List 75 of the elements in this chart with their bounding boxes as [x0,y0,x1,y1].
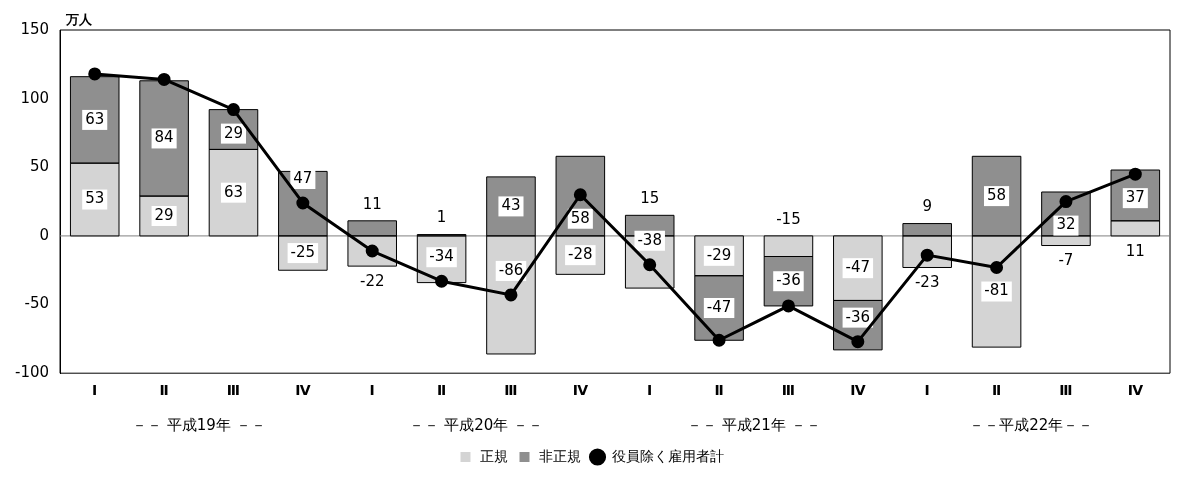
data-label: 32 [1056,215,1076,234]
x-tick-label: Ⅳ [1127,382,1144,399]
data-label: -38 [637,230,662,249]
point [88,67,102,81]
data-label: 29 [223,123,244,142]
point [157,72,171,86]
y-tick-label: 50 [29,157,50,176]
data-label: 1 [436,208,447,227]
data-label: -86 [498,260,524,279]
point [712,333,726,347]
x-tick-label: Ⅰ [92,382,98,399]
data-label: -22 [359,272,385,291]
x-tick-label: Ⅳ [572,382,589,399]
data-label: -36 [776,271,801,290]
x-tick-label: Ⅱ [991,382,1002,399]
y-tick-label: -50 [24,294,50,313]
x-tick-label: Ⅱ [714,382,724,399]
data-label: 47 [293,168,313,187]
text: －－ 平成19年 －－ [131,415,266,434]
x-tick-label: Ⅳ [295,382,312,399]
text: －－ 平成20年 －－ [409,415,544,434]
point [781,299,795,313]
y-tick-label: 100 [20,88,50,107]
data-label: -47 [706,297,732,316]
y-axis-title: 万人 [65,11,94,27]
x-tick-label: Ⅳ [850,382,867,399]
point [504,288,518,302]
x-tick-label: Ⅲ [504,382,518,399]
text: －－ 平成21年 －－ [686,415,821,434]
data-label: 9 [922,197,932,216]
text: －－平成22年－－ [969,415,1094,434]
y-tick-label: 0 [39,225,50,244]
data-label: 58 [570,208,590,227]
y-tick-label: 150 [20,19,50,38]
legend-label: 正規 [479,447,508,464]
point [296,196,310,210]
data-label: 63 [223,182,244,201]
data-label: 29 [154,205,174,224]
data-label: 84 [154,128,174,147]
data-label: -28 [568,245,593,264]
x-tick-label: Ⅰ [924,382,930,399]
point [990,260,1004,274]
data-label: 63 [85,109,105,128]
legend-label: 非正規 [538,447,581,464]
data-label: -15 [776,209,801,228]
x-tick-label: Ⅲ [781,382,796,399]
data-label: 58 [987,186,1007,204]
x-tick-label: Ⅰ [647,382,653,399]
x-tick-label: Ⅲ [1059,382,1073,399]
x-tick-label: Ⅰ [369,382,375,399]
point [226,103,240,117]
point [851,335,865,349]
data-label: 11 [362,194,382,213]
data-label: 15 [640,189,660,208]
data-label: -36 [845,307,871,326]
data-label: 37 [1125,188,1145,207]
legend-label: 役員除く雇用者計 [611,447,724,464]
point [573,188,587,202]
x-tick-label: Ⅱ [436,382,447,399]
data-label: -34 [429,247,454,266]
data-label: -23 [914,273,940,292]
y-tick-label: -100 [15,363,50,382]
point [1128,167,1142,181]
point [1059,195,1073,209]
data-label: -7 [1058,251,1074,270]
data-label: 53 [85,189,105,208]
data-label: 11 [1125,241,1145,260]
data-label: 43 [501,196,521,215]
data-label: -25 [290,242,316,261]
data-label: -81 [984,281,1009,300]
x-tick-label: Ⅱ [159,382,169,399]
x-tick-label: Ⅲ [226,382,241,399]
data-label: -29 [706,245,732,264]
data-label: -47 [845,258,871,277]
point [435,274,449,288]
